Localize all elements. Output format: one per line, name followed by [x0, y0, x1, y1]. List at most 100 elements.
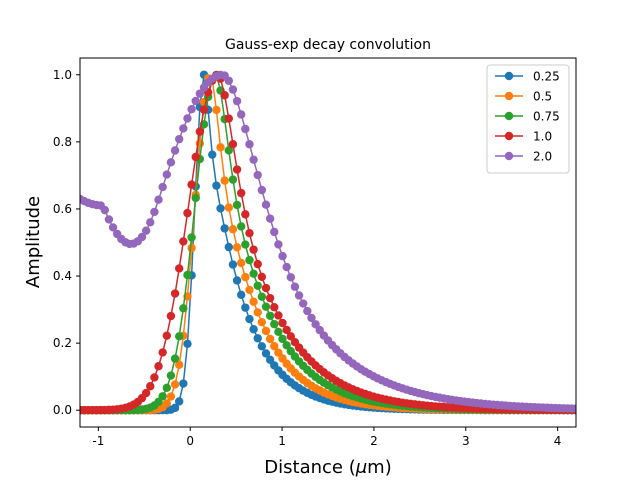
y-tick-label: 0.8 [53, 135, 72, 149]
legend-label: 1.0 [533, 130, 552, 144]
data-point [282, 325, 291, 335]
data-point [228, 260, 238, 269]
data-point [179, 237, 188, 246]
data-point [195, 89, 205, 98]
data-point [146, 382, 155, 391]
data-point [290, 282, 300, 291]
data-point [208, 150, 217, 159]
data-point [216, 204, 225, 213]
data-point [245, 285, 254, 295]
data-point [253, 334, 262, 343]
data-point [228, 85, 238, 94]
data-point [179, 124, 188, 133]
data-point [170, 403, 180, 413]
data-point [220, 224, 229, 233]
data-point [224, 146, 233, 155]
data-point [195, 127, 205, 136]
data-point [261, 200, 271, 209]
legend-label: 0.5 [533, 90, 552, 104]
data-point [249, 155, 258, 164]
data-point [228, 225, 238, 234]
data-point [282, 262, 291, 272]
data-point [261, 302, 271, 311]
data-point [175, 332, 184, 341]
data-point [257, 292, 267, 301]
legend-item: 1.0 [495, 130, 552, 144]
data-point [253, 170, 262, 180]
data-point [224, 114, 233, 123]
x-tick-label: 1 [278, 434, 286, 448]
data-point [278, 334, 287, 344]
data-point [265, 334, 275, 344]
data-point [265, 311, 275, 320]
data-point [228, 175, 238, 184]
data-point [232, 96, 242, 106]
data-point [237, 222, 246, 231]
data-point [245, 140, 254, 149]
data-point [249, 297, 258, 306]
legend-item: 0.75 [495, 110, 560, 124]
axes: -1 0 1 2 3 4 0.0 0.2 0.4 0.6 0.8 1.0 [53, 68, 562, 448]
chart-title: Gauss-exp decay convolution [225, 37, 431, 53]
data-point [274, 348, 283, 357]
data-point [241, 124, 250, 134]
data-point [307, 313, 316, 323]
data-point [150, 373, 159, 382]
data-point [232, 200, 242, 210]
data-point [220, 91, 229, 100]
data-point [100, 205, 110, 215]
data-point [212, 181, 221, 190]
series-2.0 [80, 70, 576, 413]
data-point [141, 388, 151, 398]
data-point [224, 76, 233, 85]
data-point [154, 362, 163, 371]
data-point [270, 303, 279, 312]
y-tick-label: 0.4 [53, 269, 72, 283]
data-point [108, 223, 118, 232]
data-point [224, 203, 233, 212]
data-point [237, 188, 246, 198]
data-point [270, 227, 279, 237]
data-point [162, 399, 171, 408]
data-point [212, 105, 221, 115]
data-point [158, 182, 167, 192]
y-tick-label: 0.0 [53, 403, 72, 417]
legend-item: 0.5 [495, 90, 552, 104]
data-point [253, 308, 262, 317]
data-point [241, 240, 250, 249]
data-point [166, 311, 176, 321]
legend-marker [504, 151, 514, 161]
data-point [175, 134, 184, 144]
data-point [265, 214, 275, 223]
data-point [311, 320, 320, 329]
legend-label: 0.75 [533, 110, 560, 124]
data-point [170, 289, 180, 298]
x-tick-label: 0 [186, 434, 194, 448]
data-point [183, 270, 192, 280]
data-point [199, 105, 209, 114]
data-point [286, 273, 295, 282]
data-point [150, 207, 159, 217]
x-tick-label: 4 [554, 434, 562, 448]
data-point [278, 318, 287, 328]
data-point [571, 404, 576, 413]
legend-label: 2.0 [533, 150, 552, 164]
data-point [104, 215, 114, 224]
data-point [220, 176, 229, 185]
data-point [224, 242, 233, 252]
legend-item: 2.0 [495, 150, 552, 164]
data-point [228, 140, 238, 149]
data-point [241, 210, 250, 219]
data-point [191, 96, 200, 106]
data-point [270, 341, 279, 351]
data-point [175, 397, 184, 406]
data-point [170, 146, 180, 155]
legend-marker [504, 131, 514, 141]
data-point [261, 326, 271, 336]
data-point [237, 258, 246, 268]
x-axis-label: Distance (μm) [264, 457, 391, 478]
data-point [216, 143, 225, 152]
data-point [249, 325, 258, 334]
data-point [261, 349, 271, 358]
